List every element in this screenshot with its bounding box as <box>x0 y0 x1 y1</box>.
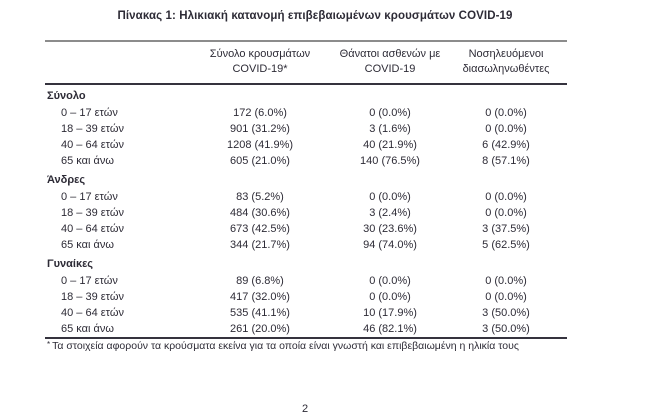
column-header-deaths: Θάνατοι ασθενών με COVID-19 <box>335 41 445 85</box>
deaths-cell: 46 (82.1%) <box>363 322 417 335</box>
column-header-line: COVID-19* <box>232 63 288 75</box>
intubated-cell: 3 (50.0%) <box>482 306 530 319</box>
deaths-cell: 3 (1.6%) <box>369 122 411 135</box>
table-row: 18 – 39 ετών 484 (30.6%) 3 (2.4%) 0 (0.0… <box>45 205 567 221</box>
deaths-cell: 94 (74.0%) <box>363 238 417 251</box>
table-row: 18 – 39 ετών 417 (32.0%) 0 (0.0%) 0 (0.0… <box>45 289 567 305</box>
footnote-asterisk: * <box>47 340 51 349</box>
cases-cell: 89 (6.8%) <box>236 274 284 287</box>
deaths-cell: 0 (0.0%) <box>369 274 411 287</box>
age-label-cell: 18 – 39 ετών <box>61 122 124 135</box>
column-header-cases: Σύνολο κρουσμάτων COVID-19* <box>185 41 335 85</box>
deaths-cell: 30 (23.6%) <box>363 222 417 235</box>
section-name: Σύνολο <box>47 90 86 102</box>
intubated-cell: 0 (0.0%) <box>485 290 527 303</box>
page-number: 2 <box>301 403 309 412</box>
table-header: Σύνολο κρουσμάτων COVID-19* Θάνατοι ασθε… <box>45 41 567 85</box>
intubated-cell: 3 (50.0%) <box>482 322 530 335</box>
cases-cell: 172 (6.0%) <box>233 106 287 119</box>
table-row: 65 και άνω 261 (20.0%) 46 (82.1%) 3 (50.… <box>45 321 567 338</box>
intubated-cell: 5 (62.5%) <box>482 238 530 251</box>
column-header-line: Θάνατοι ασθενών με <box>339 48 441 60</box>
deaths-cell: 140 (76.5%) <box>360 154 420 167</box>
table-row: 65 και άνω 344 (21.7%) 94 (74.0%) 5 (62.… <box>45 237 567 253</box>
intubated-cell: 0 (0.0%) <box>485 190 527 203</box>
cases-cell: 261 (20.0%) <box>230 322 290 335</box>
age-label-cell: 0 – 17 ετών <box>61 190 118 203</box>
age-label-cell: 65 και άνω <box>61 154 114 167</box>
section-header-row-men: Άνδρες <box>45 169 567 189</box>
cases-cell: 535 (41.1%) <box>230 306 290 319</box>
table-row: 0 – 17 ετών 172 (6.0%) 0 (0.0%) 0 (0.0%) <box>45 105 567 121</box>
intubated-cell: 3 (37.5%) <box>482 222 530 235</box>
cases-cell: 417 (32.0%) <box>230 290 290 303</box>
intubated-cell: 0 (0.0%) <box>485 206 527 219</box>
intubated-cell: 0 (0.0%) <box>485 106 527 119</box>
section-name: Γυναίκες <box>47 258 94 270</box>
cases-cell: 484 (30.6%) <box>230 206 290 219</box>
age-label-cell: 0 – 17 ετών <box>61 106 118 119</box>
age-label-cell: 18 – 39 ετών <box>61 290 124 303</box>
age-label-cell: 65 και άνω <box>61 322 114 335</box>
empty-header-cell <box>45 41 185 85</box>
section-header-row-total: Σύνολο <box>45 84 567 105</box>
cases-cell: 1208 (41.9%) <box>226 138 294 151</box>
column-header-line: Σύνολο κρουσμάτων <box>209 48 311 60</box>
intubated-cell: 0 (0.0%) <box>485 122 527 135</box>
age-label-cell: 0 – 17 ετών <box>61 274 118 287</box>
deaths-cell: 0 (0.0%) <box>369 106 411 119</box>
cases-cell: 344 (21.7%) <box>230 238 290 251</box>
section-header-row-women: Γυναίκες <box>45 253 567 273</box>
intubated-cell: 8 (57.1%) <box>482 154 530 167</box>
age-label-cell: 40 – 64 ετών <box>61 306 124 319</box>
table-row: 18 – 39 ετών 901 (31.2%) 3 (1.6%) 0 (0.0… <box>45 121 567 137</box>
deaths-cell: 0 (0.0%) <box>369 290 411 303</box>
cases-cell: 605 (21.0%) <box>230 154 290 167</box>
table-row: 0 – 17 ετών 83 (5.2%) 0 (0.0%) 0 (0.0%) <box>45 189 567 205</box>
column-header-intubated: Νοσηλευόμενοι διασωληνωθέντες <box>445 41 567 85</box>
cases-cell: 83 (5.2%) <box>236 190 284 203</box>
column-header-line: διασωληνωθέντες <box>462 63 550 75</box>
age-label-cell: 18 – 39 ετών <box>61 206 124 219</box>
table-row: 40 – 64 ετών 673 (42.5%) 30 (23.6%) 3 (3… <box>45 221 567 237</box>
footnote-text: Τα στοιχεία αφορούν τα κρούσματα εκείνα … <box>52 340 519 352</box>
table-row: 40 – 64 ετών 1208 (41.9%) 40 (21.9%) 6 (… <box>45 137 567 153</box>
table-row: 65 και άνω 605 (21.0%) 140 (76.5%) 8 (57… <box>45 153 567 169</box>
age-label-cell: 65 και άνω <box>61 238 114 251</box>
age-label-cell: 40 – 64 ετών <box>61 138 124 151</box>
intubated-cell: 6 (42.9%) <box>482 138 530 151</box>
deaths-cell: 10 (17.9%) <box>363 306 417 319</box>
intubated-cell: 0 (0.0%) <box>485 274 527 287</box>
deaths-cell: 0 (0.0%) <box>369 190 411 203</box>
cases-cell: 901 (31.2%) <box>230 122 290 135</box>
covid-age-distribution-table: Σύνολο κρουσμάτων COVID-19* Θάνατοι ασθε… <box>45 40 567 339</box>
cases-cell: 673 (42.5%) <box>230 222 290 235</box>
table-footnote: * Τα στοιχεία αφορούν τα κρούσματα εκείνα… <box>47 339 607 353</box>
column-header-line: Νοσηλευόμενοι <box>468 48 544 60</box>
table-body: Σύνολο 0 – 17 ετών 172 (6.0%) 0 (0.0%) 0… <box>45 84 567 338</box>
deaths-cell: 40 (21.9%) <box>363 138 417 151</box>
section-name: Άνδρες <box>47 174 86 186</box>
age-label-cell: 40 – 64 ετών <box>61 222 124 235</box>
table-title: Πίνακας 1: Ηλικιακή κατανομή επιβεβαιωμέ… <box>117 10 513 22</box>
table-row: 40 – 64 ετών 535 (41.1%) 10 (17.9%) 3 (5… <box>45 305 567 321</box>
table-row: 0 – 17 ετών 89 (6.8%) 0 (0.0%) 0 (0.0%) <box>45 273 567 289</box>
column-header-line: COVID-19 <box>364 63 416 75</box>
deaths-cell: 3 (2.4%) <box>369 206 411 219</box>
